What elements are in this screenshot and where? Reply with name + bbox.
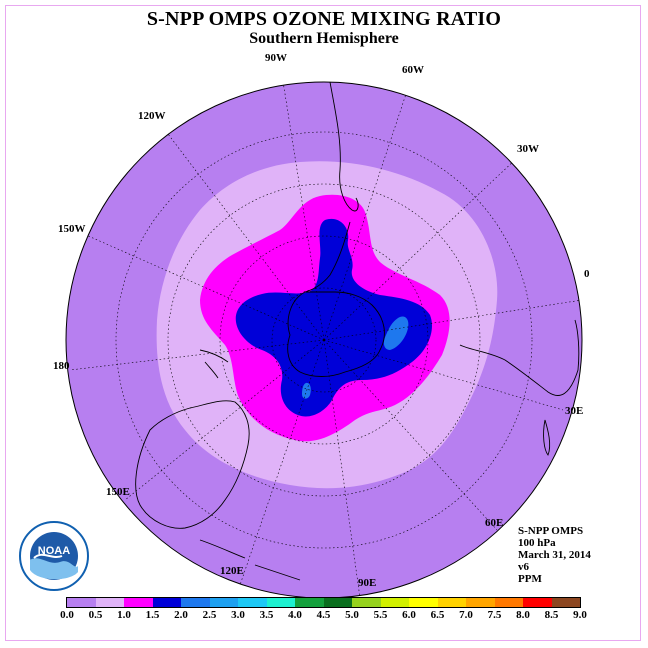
meridians	[69, 82, 582, 598]
colorbar-tick-label: 3.0	[231, 609, 245, 621]
colorbar-swatch-13	[437, 598, 466, 607]
info-version: v6	[518, 561, 529, 573]
map-frame	[5, 5, 641, 641]
colorbar-swatch-2	[124, 598, 153, 607]
noaa-logo-icon: NOAA	[19, 521, 89, 591]
colorbar-tick-label: 4.5	[316, 609, 331, 621]
colorbar-tick-label: 7.5	[487, 609, 502, 621]
noaa-logo-text: NOAA	[38, 545, 70, 557]
colorbar-tick-label: 6.5	[430, 609, 445, 621]
colorbar-swatch-5	[209, 598, 238, 607]
info-level: 100 hPa	[518, 537, 556, 549]
colorbar-swatch-6	[238, 598, 267, 607]
lon-label-120w: 120W	[138, 110, 166, 122]
map-subtitle: Southern Hemisphere	[249, 30, 399, 47]
lon-label-0: 0	[584, 268, 590, 280]
colorbar-ticks: 0.0 0.5 1.0 1.5 2.0 2.5 3.0 3.5 4.0 4.5 5.0 5.5 6.0 6…	[0, 609, 648, 623]
colorbar-swatch-12	[409, 598, 438, 607]
colorbar	[66, 597, 581, 608]
lon-label-30e: 30E	[565, 405, 584, 417]
lon-label-30w: 30W	[517, 143, 539, 155]
lon-label-60w: 60W	[402, 64, 424, 76]
colorbar-tick-label: 1.0	[117, 609, 131, 621]
lon-label-150w: 150W	[58, 223, 86, 235]
colorbar-swatch-3	[152, 598, 181, 607]
lon-label-90w: 90W	[265, 52, 287, 64]
colorbar-tick-label: 8.5	[544, 609, 559, 621]
colorbar-tick-label: 5.0	[345, 609, 359, 621]
ozone-band-2.0-2.5-b	[302, 382, 311, 399]
lon-label-150e: 150E	[106, 486, 130, 498]
colorbar-tick-label: 8.0	[516, 609, 530, 621]
colorbar-tick-label: 2.5	[202, 609, 217, 621]
map-title: S-NPP OMPS OZONE MIXING RATIO	[146, 8, 502, 30]
colorbar-tick-label: 7.0	[459, 609, 473, 621]
colorbar-swatch-1	[95, 598, 124, 607]
coastlines	[135, 82, 580, 581]
lon-label-90e: 90E	[358, 577, 377, 589]
info-date: March 31, 2014	[518, 549, 591, 561]
colorbar-swatch-0	[67, 598, 96, 607]
colorbar-tick-label: 9.0	[573, 609, 587, 621]
colorbar-tick-label: 3.5	[259, 609, 274, 621]
colorbar-swatch-15	[494, 598, 523, 607]
info-block: S-NPP OMPS 100 hPa March 31, 2014 v6 PPM	[518, 525, 591, 585]
colorbar-swatch-16	[523, 598, 552, 607]
colorbar-tick-label: 2.0	[174, 609, 188, 621]
colorbar-swatch-10	[352, 598, 381, 607]
colorbar-swatch-8	[295, 598, 324, 607]
lon-label-60e: 60E	[485, 517, 504, 529]
colorbar-swatch-14	[466, 598, 495, 607]
latitude-circles	[115, 131, 533, 549]
colorbar-tick-label: 5.5	[373, 609, 388, 621]
lon-label-180: 180	[53, 360, 70, 372]
info-instrument: S-NPP OMPS	[518, 525, 584, 537]
ozone-band-2.0-2.5	[383, 316, 409, 350]
colorbar-swatch-11	[380, 598, 409, 607]
info-units: PPM	[518, 573, 542, 585]
colorbar-swatch-7	[266, 598, 295, 607]
colorbar-swatch-4	[181, 598, 210, 607]
lon-label-120e: 120E	[220, 565, 244, 577]
colorbar-tick-label: 0.0	[60, 609, 74, 621]
colorbar-tick-label: 1.5	[145, 609, 160, 621]
colorbar-swatch-9	[323, 598, 352, 607]
colorbar-tick-label: 6.0	[402, 609, 416, 621]
ozone-band-1.5-2.0	[235, 218, 432, 417]
colorbar-tick-label: 0.5	[88, 609, 103, 621]
colorbar-tick-label: 4.0	[288, 609, 302, 621]
colorbar-swatch-17	[551, 598, 580, 607]
